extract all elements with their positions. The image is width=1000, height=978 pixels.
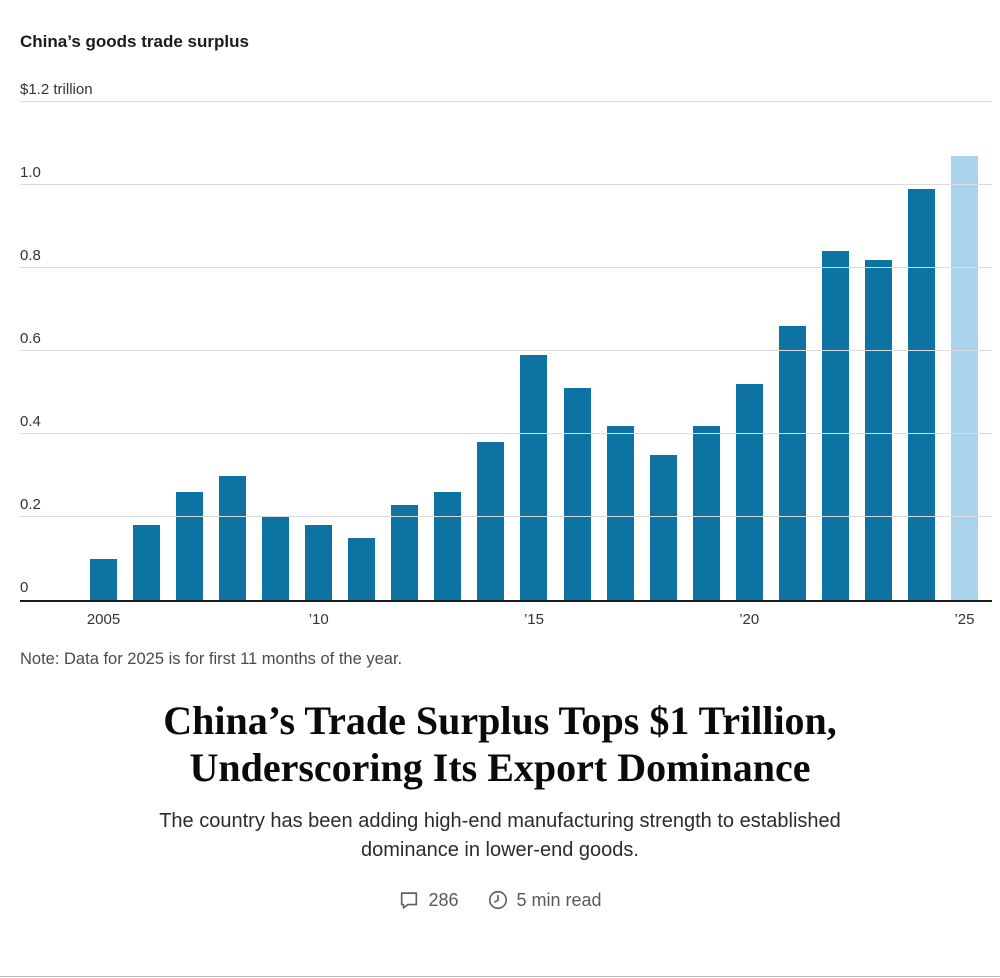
subheadline-line-1: The country has been adding high-end man… [159,810,841,833]
read-time: 5 min read [487,889,602,911]
bar-2022 [821,251,849,600]
x-tick [262,611,289,628]
bar-2012 [391,504,419,600]
x-tick [693,611,720,628]
bar-2021 [778,326,806,600]
x-tick [650,611,677,628]
x-tick [865,611,892,628]
comments-count: 286 [428,889,459,910]
headline-line-2: Underscoring Its Export Dominance [189,745,811,791]
gridline [20,433,992,434]
bars [20,102,992,600]
comments-link[interactable]: 286 [398,889,459,911]
clock-icon [487,889,509,911]
y-axis-unit-label: $1.2 trillion [20,82,99,97]
x-tick: ’20 [739,611,760,628]
x-tick [477,611,504,628]
comments-icon [398,889,420,911]
x-tick: 2005 [86,611,121,628]
chart-note: Note: Data for 2025 is for first 11 mont… [20,650,403,668]
bar-2013 [434,492,462,600]
x-tick [908,611,935,628]
bar-2019 [692,425,720,600]
x-tick [822,611,849,628]
chart-title: China’s goods trade surplus [20,32,249,51]
y-axis-label: 1.0 [20,165,47,180]
bar-2007 [176,492,204,600]
headline: China’s Trade Surplus Tops $1 Trillion, … [50,697,950,791]
x-tick: ’25 [954,611,975,628]
read-time-label: 5 min read [516,889,602,910]
bar-2014 [477,442,505,600]
bar-2025 [950,155,978,600]
y-axis-label: 0.2 [20,497,47,513]
article-meta: 286 5 min read [0,889,1000,911]
x-axis: 2005 ’10 ’15 ’20 ’25 [20,602,992,628]
y-axis-label: 0.6 [20,331,47,346]
x-tick: ’15 [523,611,544,628]
gridline [20,184,992,185]
x-tick [133,611,160,628]
gridline [20,101,992,102]
bar-2006 [133,525,161,600]
bar-2010 [305,525,333,600]
bottom-divider [0,976,1000,977]
chart: 0 0.2 0.4 0.6 0.8 1.0 $1.2 trillion 2005 ’10 ’15… [20,82,992,628]
bar-2016 [563,388,591,600]
y-axis-label: 0 [20,580,35,595]
x-tick [779,611,806,628]
gridline [20,267,992,268]
x-tick [176,611,203,628]
bar-2005 [90,558,117,600]
bar-2009 [262,517,290,600]
x-tick [434,611,461,628]
bar-2023 [864,259,892,600]
x-tick [391,611,418,628]
bar-2020 [735,384,763,600]
x-tick: ’10 [308,611,329,628]
y-axis-label: 0.8 [20,248,47,264]
x-tick [348,611,375,628]
plot-area: 0 0.2 0.4 0.6 0.8 1.0 $1.2 trillion [20,82,992,602]
subheadline: The country has been adding high-end man… [50,807,950,865]
gridline [20,516,992,517]
bar-2018 [649,454,677,600]
headline-line-1: China’s Trade Surplus Tops $1 Trillion, [163,698,837,743]
bar-2011 [348,537,376,600]
bar-2008 [219,475,247,600]
x-tick [219,611,246,628]
x-tick [564,611,591,628]
bar-2015 [520,355,548,600]
bar-2017 [606,425,634,600]
bar-2024 [907,189,935,600]
gridline [20,350,992,351]
x-tick [607,611,634,628]
subheadline-line-2: dominance in lower-end goods. [361,839,639,862]
y-axis-label: 0.4 [20,414,47,430]
